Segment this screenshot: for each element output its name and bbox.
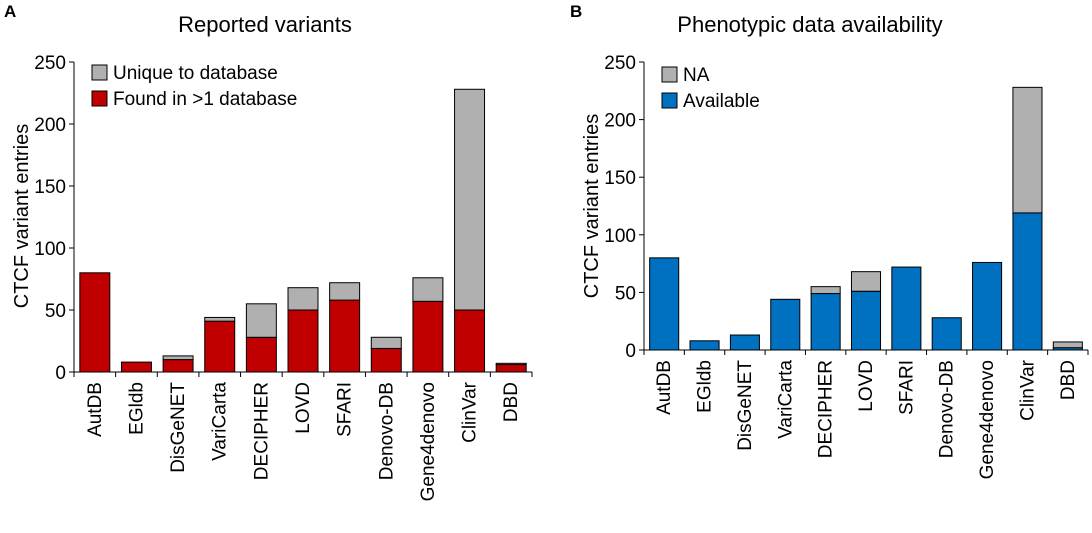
panel-b-bar-lovd-upper — [850, 271, 882, 292]
panel-b-y-tick-label: 0 — [625, 341, 636, 362]
panel-b-bar-gene4denovo-lower — [972, 261, 1003, 351]
panel-b-title: Phenotypic data availability — [677, 12, 942, 37]
panel-a-legend-swatch — [91, 64, 108, 81]
panel-a-x-tick-label: AutDB — [85, 382, 106, 437]
panel-b-plot: 0 50 100 150 200 250 AutDB EGldb DisGeNET VariCar… — [604, 53, 1089, 479]
panel-b-x-tick-label: VariCarta — [775, 360, 796, 439]
panel-a-x-tick-label: EGldb — [126, 382, 147, 435]
panel-a-bar-sfari-upper — [329, 282, 361, 301]
panel-b-x-tick-label: ClinVar — [1017, 359, 1038, 421]
panel-a-bar-decipher-lower — [245, 336, 277, 373]
panel-b-x-tick-label: LOVD — [856, 360, 877, 412]
panel-b-y-tick-label: 250 — [604, 53, 636, 74]
panel-b-letter: B — [570, 2, 582, 21]
panel-a-bar-denovo-db-upper — [370, 336, 402, 349]
panel-a-x-tick-label: ClinVar — [460, 381, 481, 443]
panel-b-x-tick-label: EGldb — [695, 360, 716, 413]
panel-b-y-axis-label: CTCF variant entries — [581, 114, 603, 299]
panel-b-legend-label: NA — [683, 65, 710, 86]
panel-a-legend-label: Found in >1 database — [113, 89, 297, 110]
panel-a-letter: A — [4, 2, 16, 21]
panel-b-bar-sfari-lower — [891, 266, 922, 351]
panel-a-y-tick-label: 100 — [34, 239, 66, 260]
panel-a-x-tick-label: Denovo-DB — [376, 382, 397, 480]
panel-a-x-tick-label: LOVD — [293, 382, 314, 434]
panel-b-legend-label: Available — [683, 91, 760, 112]
panel-a-bar-egldb-lower — [120, 361, 152, 373]
panel-b-bar-clinvar-lower — [1012, 212, 1043, 351]
panel-a-y-axis-label: CTCF variant entries — [11, 124, 33, 309]
panel-a-bar-varicarta-upper — [204, 316, 236, 322]
panel-b-y-tick-label: 200 — [604, 111, 636, 132]
panel-b-x-tick-label: DisGeNET — [735, 360, 756, 451]
panel-b-y-tick-label: 100 — [604, 226, 636, 247]
panel-b-bar-disgenet-lower — [729, 334, 760, 351]
panel-a-bar-lovd-lower — [287, 309, 319, 373]
panel-b-x-tick-label: DECIPHER — [816, 360, 837, 458]
panel-b-bar-decipher-upper — [810, 286, 841, 295]
panel-a-x-tick-label: DECIPHER — [251, 382, 272, 480]
panel-a-bar-gene4denovo-upper — [412, 277, 444, 302]
panel-b-y-tick-label: 150 — [604, 168, 636, 189]
panel-b-x-tick-label: DBD — [1058, 360, 1079, 400]
panel-a-y-tick-label: 50 — [45, 301, 66, 322]
panel-b-x-tick-label: SFARI — [896, 360, 917, 415]
panel-a-y-tick-label: 0 — [55, 363, 66, 384]
panel-b-bar-varicarta-lower — [770, 298, 801, 351]
panel-a-y-tick-label: 150 — [34, 177, 66, 198]
panel-b-bar-clinvar-upper — [1012, 86, 1043, 214]
panel-a-bar-autdb-lower — [79, 272, 111, 373]
panel-a-bar-decipher-upper — [245, 303, 277, 338]
panel-a-bar-dbd-lower — [495, 364, 527, 373]
panel-a-bar-disgenet-lower — [162, 359, 194, 373]
panel-b-legend-swatch — [661, 66, 678, 83]
panel-a-legend-swatch — [91, 90, 108, 107]
panel-b-y-tick-label: 50 — [615, 283, 636, 304]
panel-a-bar-denovo-db-lower — [370, 347, 402, 373]
panel-a-bar-dbd-upper — [495, 362, 527, 366]
panel-a-x-tick-label: Gene4denovo — [418, 382, 439, 501]
panel-a-x-tick-label: SFARI — [335, 382, 356, 437]
panel-a-plot: 0 50 100 150 200 250 AutDB EGldb DisGeNET VariCar… — [34, 53, 533, 501]
panel-a-title: Reported variants — [178, 12, 352, 37]
panel-b-bar-denovo-db-lower — [931, 317, 962, 351]
panel-a-legend-label: Unique to database — [113, 63, 278, 84]
panel-a-bar-gene4denovo-lower — [412, 300, 444, 373]
panel-a-bar-clinvar-upper — [454, 88, 486, 311]
panel-a-y-tick-label: 250 — [34, 53, 66, 74]
panel-b-x-tick-label: Gene4denovo — [977, 360, 998, 479]
panel-a-x-tick-label: DBD — [501, 382, 522, 422]
panel-a-x-tick-label: VariCarta — [210, 382, 231, 461]
panel-a-bar-disgenet-upper — [162, 355, 194, 361]
panel-b-bar-decipher-lower — [810, 293, 841, 351]
panel-a-bar-sfari-lower — [329, 299, 361, 373]
panel-b-bar-autdb-lower — [649, 257, 680, 351]
panel-b-x-tick-label: Denovo-DB — [937, 360, 958, 458]
panel-b-legend-swatch — [661, 92, 678, 109]
panel-a-bar-varicarta-lower — [204, 320, 236, 373]
panel-a-bar-clinvar-lower — [454, 309, 486, 373]
panel-a-y-tick-label: 200 — [34, 115, 66, 136]
panel-a-bar-lovd-upper — [287, 287, 319, 311]
panel-b-bar-egldb-lower — [689, 340, 720, 351]
panel-a-x-tick-label: DisGeNET — [168, 382, 189, 473]
panel-b-bar-dbd-upper — [1052, 341, 1083, 349]
panel-b-bar-lovd-lower — [850, 290, 882, 351]
panel-b-x-tick-label: AutDB — [654, 360, 675, 415]
